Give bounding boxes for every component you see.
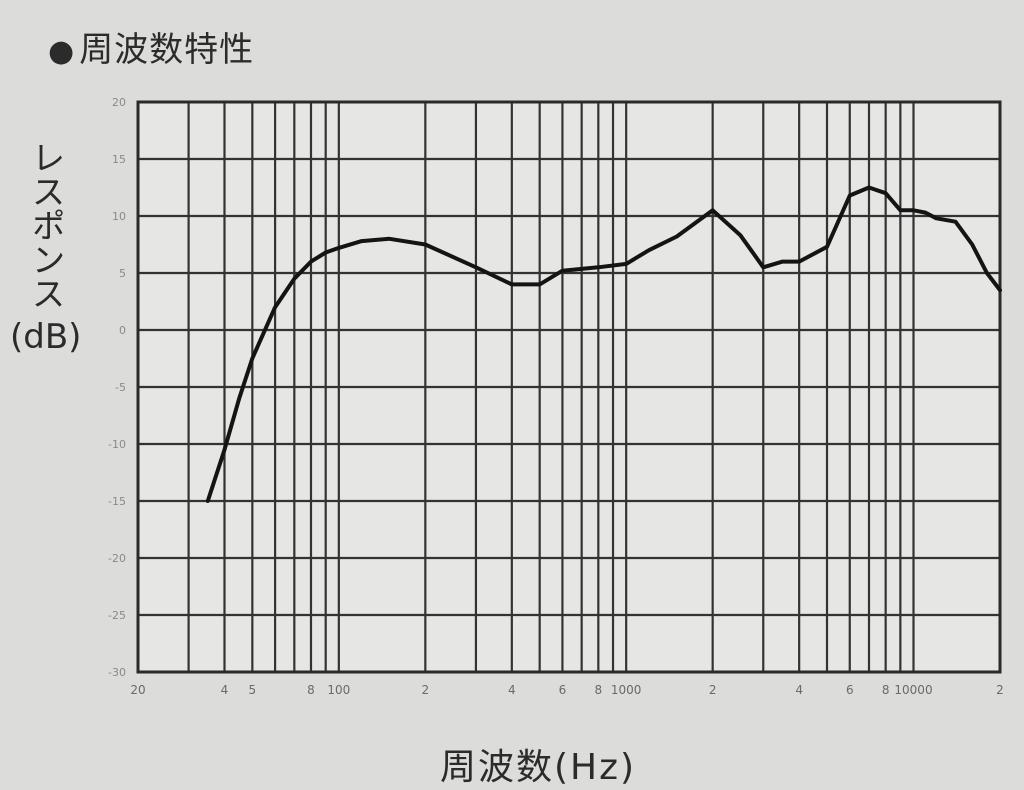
y-tick-label: 5 [119, 267, 126, 280]
y-axis-label-text: レスポンス [25, 140, 65, 310]
x-tick-label: 2 [422, 683, 430, 697]
x-tick-label: 4 [221, 683, 229, 697]
chart-title: ● 周波数特性 [48, 22, 254, 71]
x-tick-label: 5 [249, 683, 257, 697]
x-tick-label: 2 [996, 683, 1004, 697]
y-tick-label: 15 [112, 153, 126, 166]
y-tick-label: -5 [115, 381, 126, 394]
x-tick-label: 8 [307, 683, 315, 697]
y-tick-label: 20 [112, 96, 126, 109]
x-tick-label: 20 [130, 683, 145, 697]
chart-title-text: 周波数特性 [79, 30, 255, 70]
y-tick-label: -15 [108, 495, 126, 508]
x-tick-label: 2 [709, 683, 717, 697]
y-tick-label: -20 [108, 552, 126, 565]
x-axis-label: 周波数(Hz) [440, 747, 637, 788]
x-tick-label: 100 [327, 683, 350, 697]
x-tick-label: 8 [595, 683, 603, 697]
x-tick-label: 4 [795, 683, 803, 697]
y-tick-label: 0 [119, 324, 126, 337]
x-tick-label: 4 [508, 683, 516, 697]
y-tick-label: -30 [108, 666, 126, 679]
y-axis-label: レスポンス (dB) [10, 140, 82, 357]
x-tick-label: 10000 [894, 683, 932, 697]
x-tick-label: 1000 [611, 683, 642, 697]
y-tick-label: -25 [108, 609, 126, 622]
x-tick-label: 6 [846, 683, 854, 697]
plot-frame [136, 100, 1002, 674]
x-tick-label: 6 [559, 683, 567, 697]
response-curve [205, 185, 1002, 503]
y-axis-unit: (dB) [10, 317, 82, 357]
y-tick-label: -10 [108, 438, 126, 451]
x-tick-label: 8 [882, 683, 890, 697]
bullet-icon: ● [48, 34, 76, 69]
y-tick-label: 10 [112, 210, 126, 223]
